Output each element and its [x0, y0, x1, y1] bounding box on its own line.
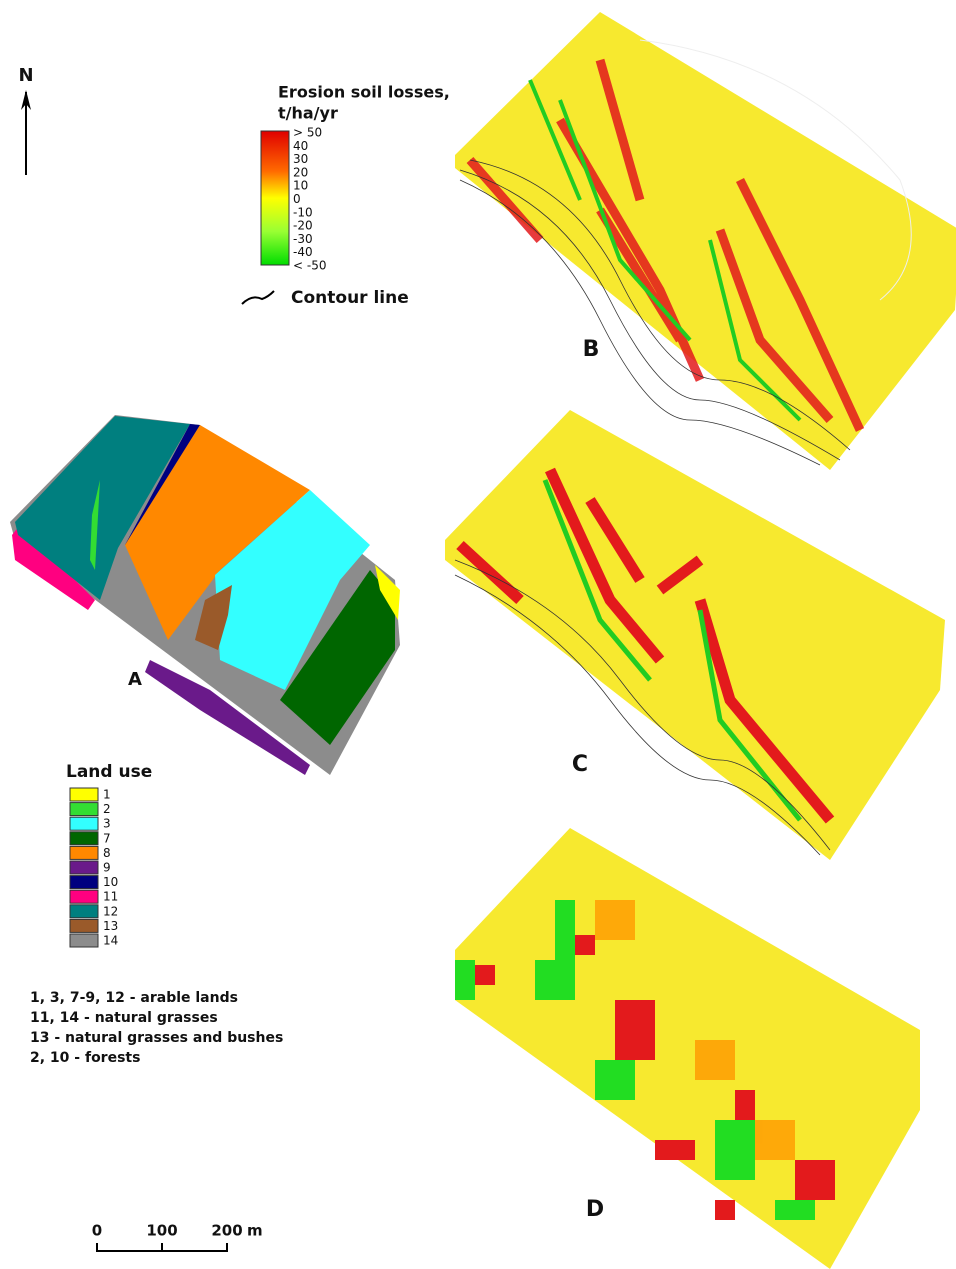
legend-label: -20 [293, 219, 313, 233]
note: 13 - natural grasses and bushes [30, 1030, 283, 1046]
scale-label: 100 [146, 1222, 177, 1240]
scale-label: 0 [92, 1222, 102, 1240]
panel-label: B [583, 337, 600, 362]
figure: N Erosion soil losses, t/ha/yr > 5040302… [0, 0, 956, 1269]
legend-swatch [70, 890, 98, 903]
legend-title: Erosion soil losses, [278, 83, 450, 102]
legend-swatch [70, 788, 98, 801]
map-d [455, 828, 920, 1269]
color-bar [261, 131, 289, 265]
scale-label: 200 [211, 1222, 242, 1240]
contour-icon [242, 291, 274, 304]
notes: 1, 3, 7-9, 12 - arable lands 11, 14 - nat… [30, 990, 283, 1066]
legend-label: 10 [293, 179, 308, 193]
note: 11, 14 - natural grasses [30, 1010, 218, 1026]
legend-label: 30 [293, 152, 308, 166]
legend-label: 7 [103, 831, 111, 845]
legend-label: > 50 [293, 126, 322, 140]
north-label: N [18, 65, 33, 86]
scale-bar: 0 100 200 m [92, 1222, 263, 1253]
legend-label: 14 [103, 934, 118, 948]
legend-label: -40 [293, 245, 313, 259]
legend-label: 3 [103, 817, 111, 831]
legend-label: < -50 [293, 259, 326, 273]
note: 2, 10 - forests [30, 1050, 140, 1066]
land-use-title: Land use [66, 762, 152, 782]
panel-label: A [128, 669, 142, 690]
legend-label: 2 [103, 802, 111, 816]
legend-label: 9 [103, 861, 111, 875]
legend-label: 0 [293, 192, 301, 206]
legend-label: -30 [293, 232, 313, 246]
legend-label: -10 [293, 205, 313, 219]
map-c [445, 410, 945, 860]
legend-swatch [70, 861, 98, 874]
legend-swatch [70, 905, 98, 918]
legend-label: 20 [293, 165, 308, 179]
legend-swatch [70, 817, 98, 830]
legend-swatch [70, 803, 98, 816]
legend-label: 12 [103, 904, 118, 918]
map-a [10, 415, 400, 775]
legend-label: 8 [103, 846, 111, 860]
legend-label: 13 [103, 919, 118, 933]
legend-swatch [70, 919, 98, 932]
legend-swatch [70, 876, 98, 889]
legend-label: 40 [293, 139, 308, 153]
legend-label: 11 [103, 890, 118, 904]
legend-swatch [70, 846, 98, 859]
panel-label: C [572, 752, 588, 777]
legend-swatch [70, 934, 98, 947]
panel-label: D [586, 1197, 604, 1222]
legend-label: 10 [103, 875, 118, 889]
legend-swatch [70, 832, 98, 845]
contour-label: Contour line [291, 288, 409, 308]
legend-title: t/ha/yr [278, 104, 338, 123]
north-arrow: N [18, 65, 33, 175]
map-b [455, 12, 956, 470]
note: 1, 3, 7-9, 12 - arable lands [30, 990, 238, 1006]
scale-unit: m [247, 1222, 263, 1240]
legend-label: 1 [103, 788, 111, 802]
